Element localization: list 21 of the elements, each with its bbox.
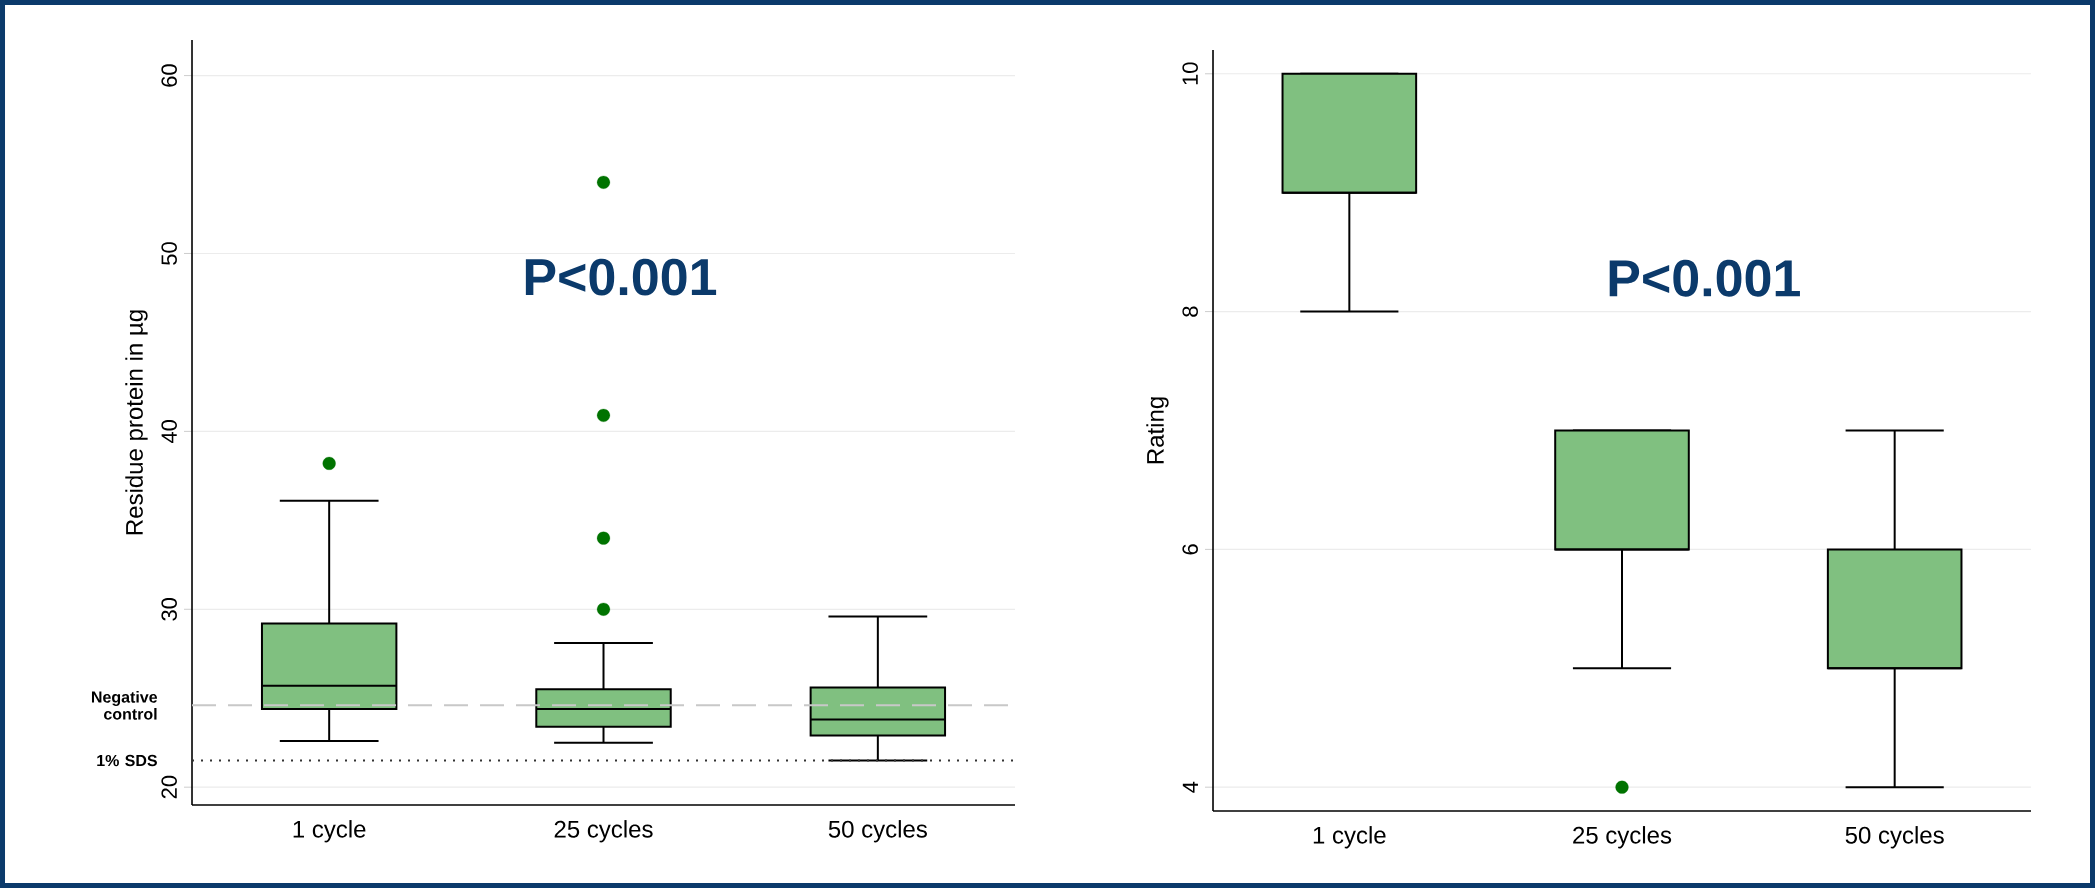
y-tick-label: 6 bbox=[1182, 544, 1198, 555]
ref-line-label: Negative control bbox=[91, 690, 158, 720]
y-tick-label: 50 bbox=[161, 242, 177, 265]
y-tick-label: 10 bbox=[1182, 62, 1198, 85]
ref-line-label: 1% SDS bbox=[97, 754, 157, 767]
annotation: P<0.001 bbox=[525, 258, 717, 296]
y-tick-label: 4 bbox=[1182, 781, 1198, 793]
y-tick-label: 60 bbox=[161, 64, 177, 87]
y-tick-label: 20 bbox=[161, 775, 177, 799]
y-tick-label: 40 bbox=[161, 420, 177, 444]
x-tick-label: 50 cycles bbox=[1845, 826, 1944, 849]
y-axis-title: Residue protein in µg bbox=[125, 310, 148, 535]
x-tick-label: 50 cycles bbox=[828, 820, 927, 843]
x-tick-label: 1 cycle bbox=[1313, 826, 1386, 849]
y-tick-label: 30 bbox=[161, 597, 177, 621]
y-axis-title: Rating bbox=[1146, 397, 1169, 464]
x-tick-label: 25 cycles bbox=[1573, 826, 1672, 849]
x-tick-label: 1 cycle bbox=[293, 820, 366, 843]
annotation: P<0.001 bbox=[1609, 259, 1800, 297]
x-tick-label: 25 cycles bbox=[554, 820, 653, 843]
y-tick-label: 8 bbox=[1182, 306, 1198, 317]
